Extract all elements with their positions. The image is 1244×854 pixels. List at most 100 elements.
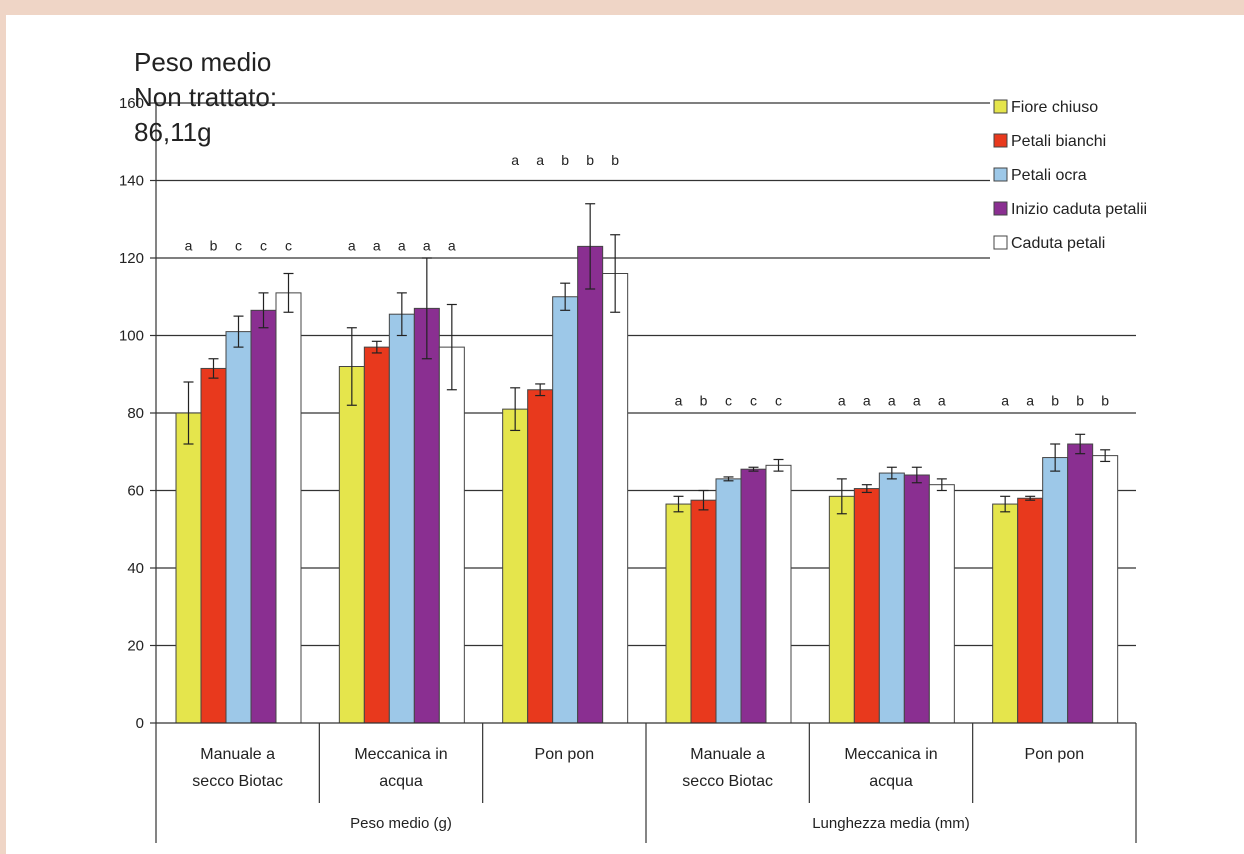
significance-letter: b [700,392,708,408]
bar [338,366,365,724]
significance-letter: c [725,392,732,408]
error-bars [183,203,1111,515]
significance-letter: a [675,392,683,408]
bar [363,346,390,724]
axes: 0 20 40 60 80 100 120 140 160 [119,95,1137,843]
y-tick-label: 80 [127,405,144,422]
bar [853,488,880,724]
bar [175,412,202,724]
category-label: secco Biotac [192,773,283,790]
y-tick-label: 40 [127,560,144,577]
bar [715,478,742,724]
significance-letter: a [1026,392,1034,408]
category-label: Pon pon [1025,746,1085,763]
bar [200,367,227,724]
bar [388,313,415,724]
significance-letter: c [285,237,292,253]
significance-letter: b [586,152,594,168]
bar [413,307,440,724]
legend-swatch [993,133,1008,148]
annotation: Peso medio Non trattato: 86,11g [134,47,277,147]
significance-letter: a [913,392,921,408]
significance-letter: a [448,237,456,253]
significance-letter: b [1051,392,1059,408]
y-tick-label: 120 [119,250,144,267]
annotation-line: Non trattato: [134,82,277,112]
category-label: Meccanica in [844,746,937,763]
bar [992,503,1019,724]
legend-label: Petali ocra [1011,167,1087,184]
y-tick-label: 140 [119,173,144,190]
bar [1042,457,1069,724]
category-label: Manuale a [200,746,275,763]
legend-label: Caduta petali [1011,235,1105,252]
legend-label: Fiore chiuso [1011,99,1098,116]
bar [602,273,629,724]
significance-letter: c [235,237,242,253]
y-tick-label: 0 [136,715,144,732]
significance-letter: b [1076,392,1084,408]
bar [527,389,554,724]
category-label: Manuale a [690,746,765,763]
significance-letter: b [611,152,619,168]
significance-letter: a [838,392,846,408]
bar [250,309,277,724]
annotation-line: 86,11g [134,117,212,147]
bars [175,245,1119,724]
significance-letter: a [888,392,896,408]
bar [665,503,692,724]
bar-chart: a b c c c a a a a a a a b b b a b c c c a a a a a a a b b b 0 20 40 60 80… [119,47,1240,843]
legend-label: Inizio caduta petalii [1011,201,1147,218]
bar [225,331,252,724]
significance-letter: c [775,392,782,408]
legend-label: Petali bianchi [1011,133,1106,150]
significance-letter: b [561,152,569,168]
y-tick-label: 160 [119,95,144,112]
bar [828,495,855,724]
legend-swatch [993,99,1008,114]
bar [740,468,767,724]
significance-letter: a [423,237,431,253]
legend-swatch [993,235,1008,250]
category-label: secco Biotac [682,773,773,790]
group-label: Lunghezza media (mm) [812,815,970,832]
legend-box [990,94,1240,264]
bar [438,346,465,724]
gridlines [156,102,1136,647]
significance-letter: a [373,237,381,253]
bar [1017,497,1044,724]
chart-frame: a b c c c a a a a a a a b b b a b c c c a a a a a a a b b b 0 20 40 60 80… [6,15,1244,854]
significance-letter: a [536,152,544,168]
bar [928,484,955,724]
significance-letter: a [511,152,519,168]
significance-letter: b [1101,392,1109,408]
significance-letter: a [938,392,946,408]
bar [690,499,717,724]
bar [765,464,792,724]
y-tick-label: 100 [119,328,144,345]
bar [577,245,604,724]
significance-letter: a [863,392,871,408]
significance-letter: c [750,392,757,408]
category-label: acqua [869,773,913,790]
group-label: Peso medio (g) [350,815,452,832]
significance-letter: a [1001,392,1009,408]
significance-letter: a [398,237,406,253]
bar [502,408,529,724]
significance-letter: c [260,237,267,253]
bar [1067,443,1094,724]
y-tick-label: 20 [127,638,144,655]
legend-swatch [993,167,1008,182]
bar [1092,455,1119,724]
category-labels: Manuale a secco Biotac Meccanica in acqua Po… [192,746,1084,832]
bar [552,296,579,724]
annotation-line: Peso medio [134,47,271,77]
significance-letter: a [348,237,356,253]
category-label: Meccanica in [354,746,447,763]
category-label: Pon pon [535,746,595,763]
legend-swatch [993,201,1008,216]
y-tick-label: 60 [127,483,144,500]
bar [275,292,302,724]
bar [878,472,905,724]
significance-letter: b [210,237,218,253]
